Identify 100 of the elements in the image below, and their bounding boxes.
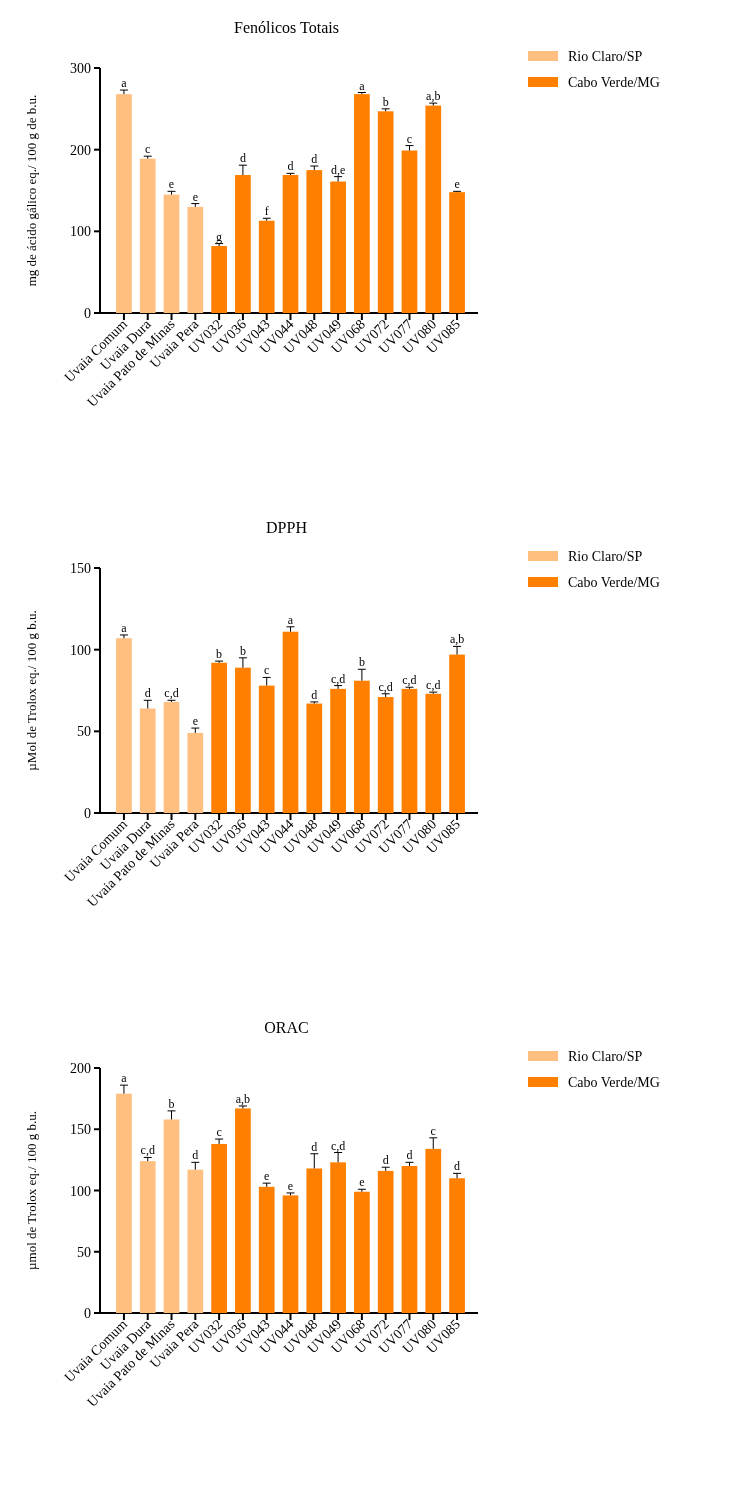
data-label: d: [406, 1148, 413, 1163]
legend-label: Cabo Verde/MG: [568, 75, 660, 90]
bar: [449, 192, 465, 313]
data-label: c: [145, 142, 151, 157]
data-label: c: [216, 1125, 222, 1140]
data-label: d: [144, 686, 151, 701]
chart-title: DPPH: [266, 519, 308, 536]
data-label: c: [264, 663, 270, 678]
data-label: d: [192, 1148, 199, 1163]
data-label: f: [264, 204, 269, 219]
bar: [235, 667, 251, 813]
bar: [282, 1195, 299, 1313]
bar: [139, 158, 156, 313]
bar: [354, 94, 370, 313]
data-label: c: [406, 131, 413, 146]
data-label: d: [287, 159, 294, 174]
data-label: e: [168, 177, 175, 192]
data-label: a: [359, 78, 366, 93]
data-label: d: [382, 1153, 389, 1168]
data-label: c,d: [330, 1138, 346, 1153]
bar: [139, 708, 156, 813]
data-label: b: [382, 94, 389, 109]
chart-title: ORAC: [264, 1019, 309, 1036]
bar: [163, 194, 180, 313]
y-tick-label: 150: [70, 561, 91, 576]
data-label: c,d: [378, 679, 393, 694]
data-label: d,e: [330, 162, 346, 177]
bar: [330, 688, 346, 813]
bar: [211, 1143, 227, 1313]
data-label: d: [454, 1159, 461, 1174]
data-label: d: [311, 687, 318, 702]
data-label: d: [239, 151, 246, 166]
data-label: e: [359, 1175, 365, 1190]
y-tick-label: 150: [70, 1122, 91, 1138]
data-label: e: [454, 177, 460, 192]
bar: [354, 680, 370, 813]
data-label: c,d: [402, 673, 417, 688]
bar: [116, 638, 132, 813]
y-tick-label: 50: [77, 724, 91, 740]
bar: [425, 693, 442, 813]
legend-label: Rio Claro/SP: [568, 49, 643, 64]
bar: [116, 1093, 132, 1313]
bar: [282, 631, 299, 813]
bar: [187, 206, 204, 313]
bar: [258, 1186, 275, 1313]
data-label: a: [121, 620, 128, 635]
bar: [306, 1168, 323, 1313]
data-label: b: [239, 643, 246, 658]
bar: [377, 1170, 394, 1313]
y-tick-label: 100: [70, 642, 91, 658]
bar: [306, 703, 323, 813]
data-label: g: [216, 229, 223, 244]
data-label: b: [216, 647, 223, 662]
y-tick-label: 100: [70, 1183, 91, 1199]
data-label: c,d: [164, 686, 179, 701]
bar: [306, 170, 323, 313]
bar: [425, 1148, 442, 1313]
bar: [330, 181, 346, 313]
data-label: e: [192, 189, 198, 204]
data-label: e: [287, 1178, 294, 1193]
y-tick-label: 200: [70, 1061, 91, 1076]
bar: [401, 150, 418, 313]
data-label: c,d: [140, 1143, 155, 1158]
y-tick-label: 0: [84, 806, 91, 821]
bar: [377, 111, 394, 313]
bar: [163, 1119, 180, 1313]
bar: [187, 732, 204, 813]
y-tick-label: 300: [70, 61, 91, 76]
data-label: b: [358, 655, 365, 670]
data-label: e: [264, 1169, 270, 1184]
y-tick-label: 0: [84, 306, 91, 321]
bar: [401, 1166, 418, 1313]
data-label: d: [311, 1139, 318, 1154]
y-axis-title: µmol de Trolox eq./ 100 g b.u.: [24, 1111, 39, 1270]
y-axis-title: µMol de Trolox eq./ 100 g b.u.: [24, 610, 39, 771]
bar: [235, 1108, 251, 1313]
bar: [425, 105, 442, 313]
bar: [163, 701, 180, 813]
bar: [211, 246, 227, 313]
data-label: e: [192, 714, 198, 729]
legend-label: Cabo Verde/MG: [568, 575, 660, 590]
bar: [449, 654, 465, 813]
bar: [354, 1191, 370, 1313]
data-label: a: [121, 76, 128, 91]
bar: [258, 220, 275, 313]
bar: [258, 685, 275, 813]
data-label: a: [121, 1071, 128, 1086]
bar: [211, 662, 227, 813]
bar: [449, 1178, 465, 1313]
legend-label: Rio Claro/SP: [568, 1049, 643, 1064]
data-label: a,b: [449, 632, 465, 647]
data-label: b: [168, 1096, 175, 1111]
bar: [187, 1169, 204, 1313]
bar: [235, 174, 251, 313]
legend-label: Cabo Verde/MG: [568, 1075, 660, 1090]
data-label: c,d: [330, 671, 346, 686]
data-label: c: [430, 1123, 436, 1138]
chart-title: Fenólicos Totais: [234, 19, 339, 36]
bar: [282, 174, 299, 313]
y-tick-label: 100: [70, 224, 91, 240]
